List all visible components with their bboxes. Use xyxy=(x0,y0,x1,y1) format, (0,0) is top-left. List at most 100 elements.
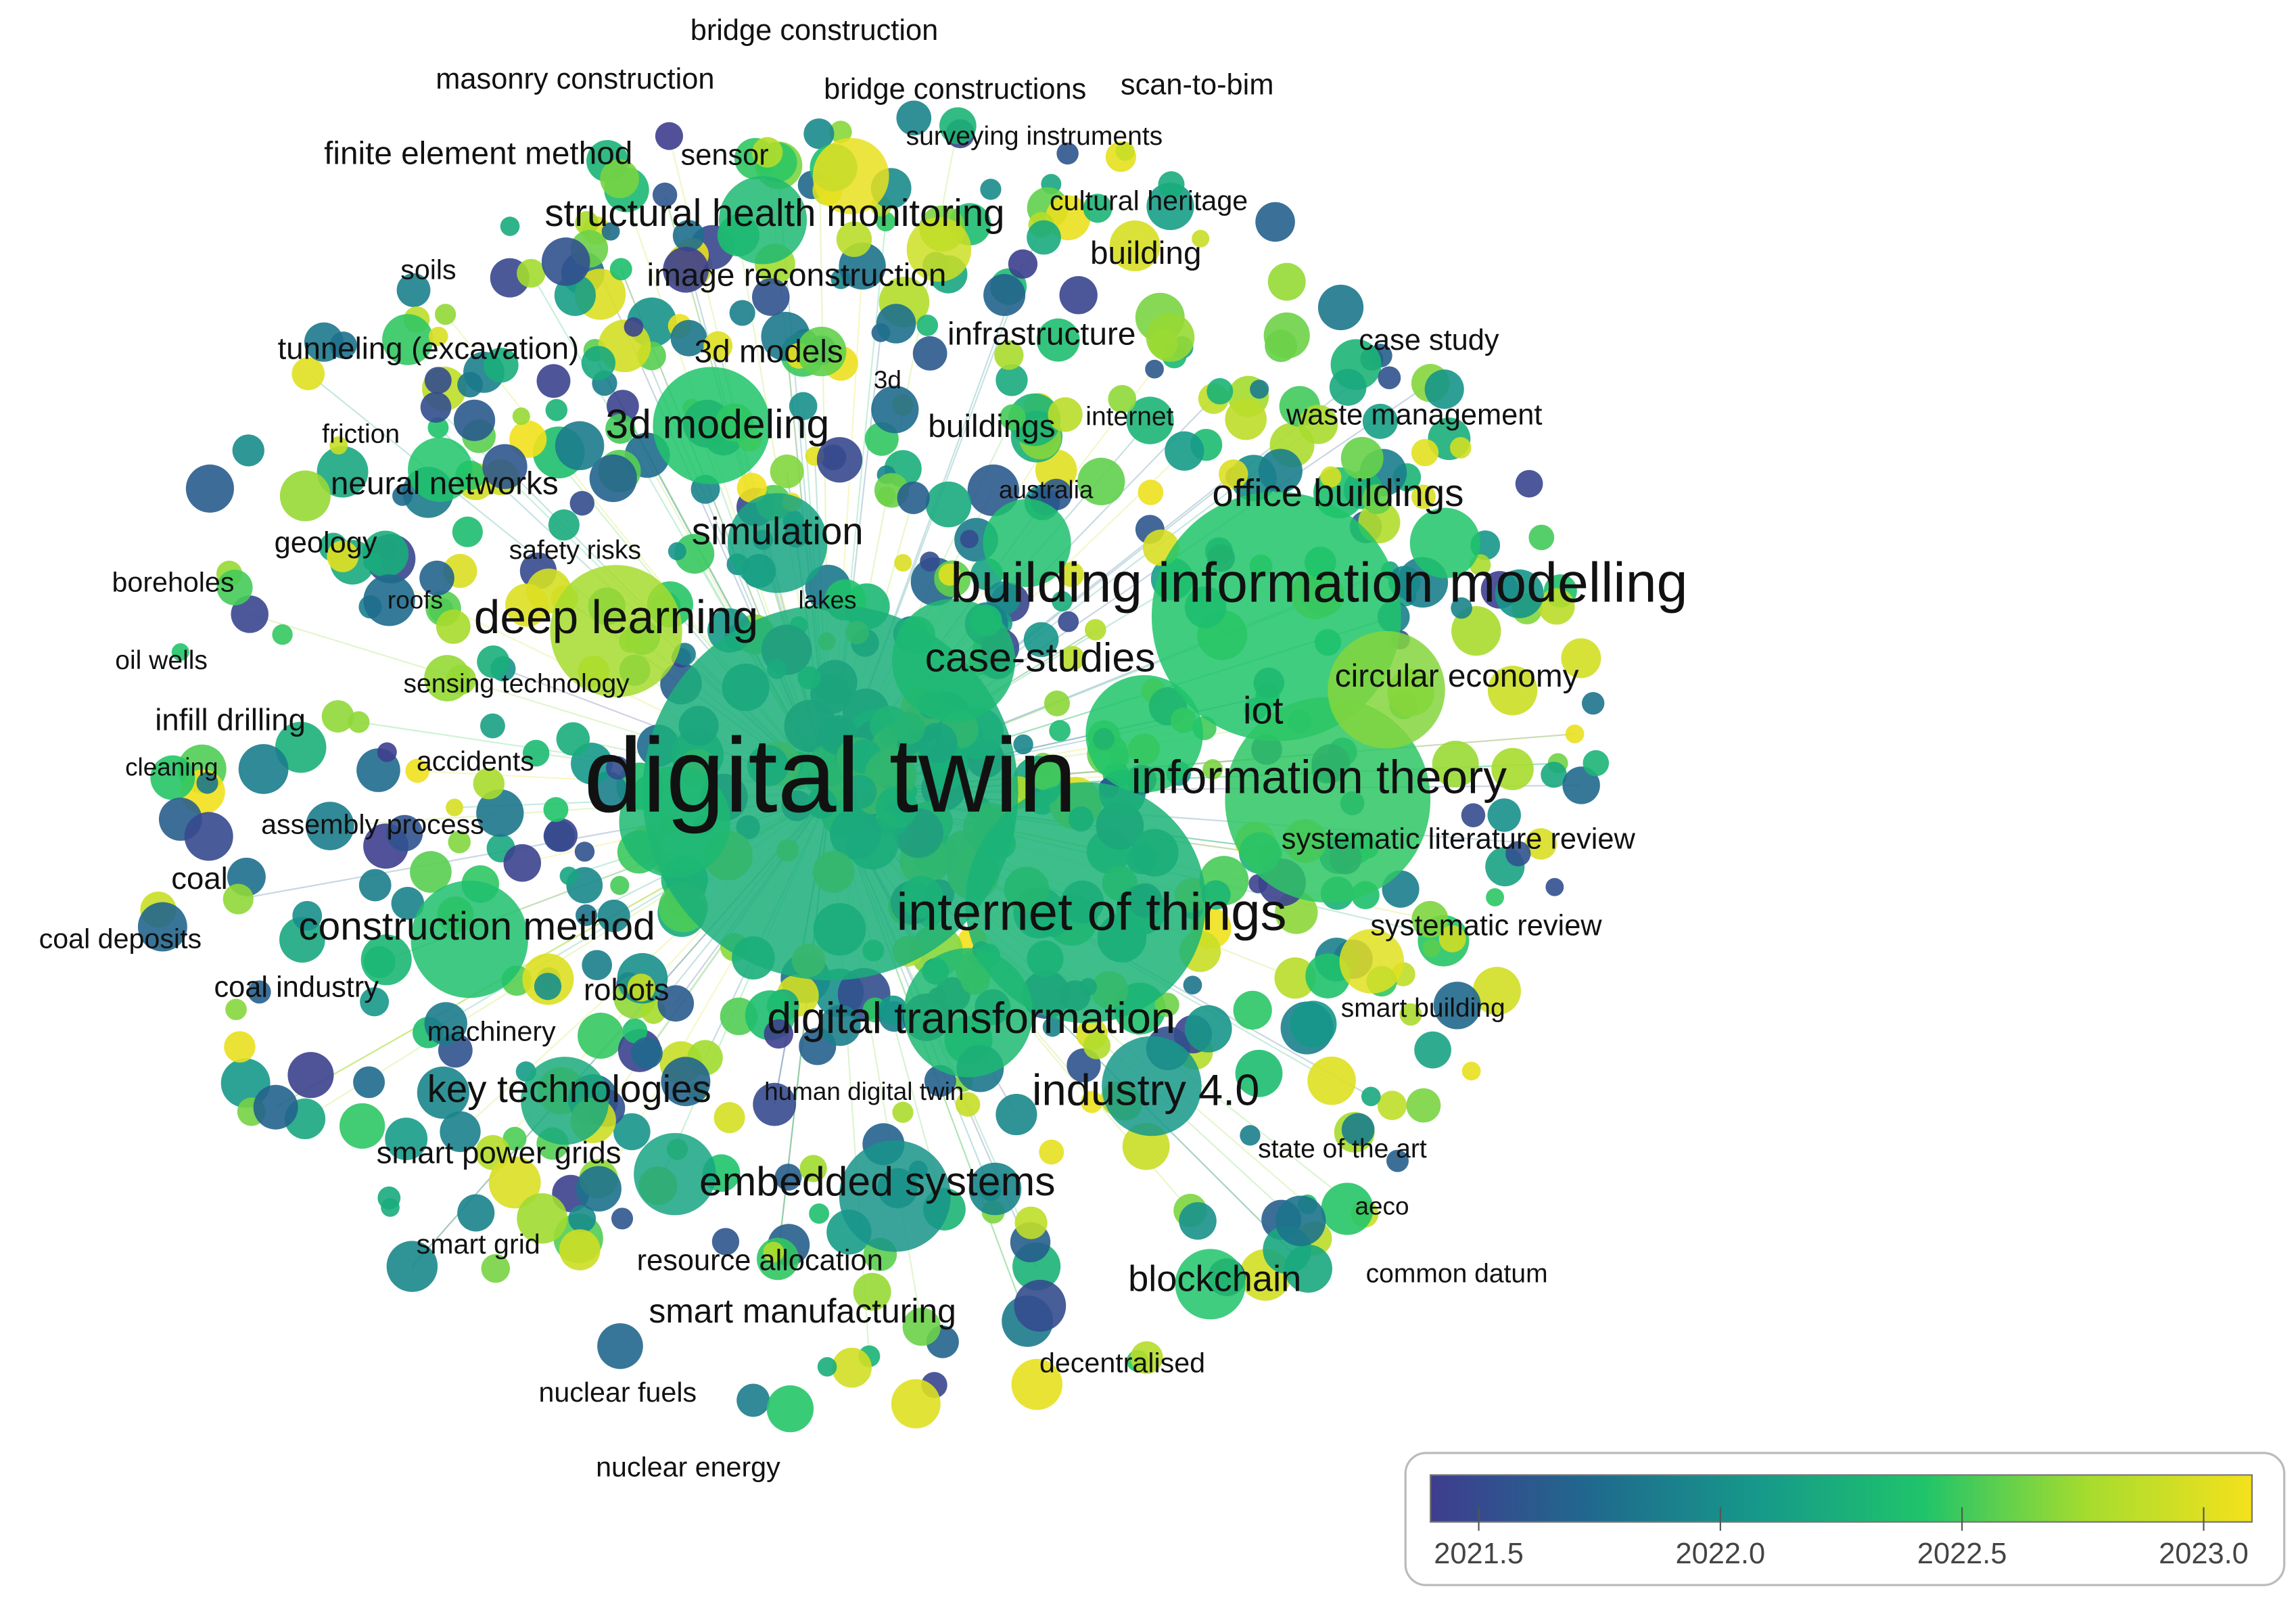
keyword-label: circular economy xyxy=(1335,658,1579,694)
keyword-label: scan-to-bim xyxy=(1121,68,1274,101)
keyword-bubble xyxy=(453,399,496,441)
keyword-bubble xyxy=(939,107,977,145)
keyword-bubble xyxy=(427,417,449,438)
keyword-label: resource allocation xyxy=(637,1244,883,1276)
keyword-bubble xyxy=(1487,666,1538,716)
keyword-label: building information modelling xyxy=(950,552,1687,614)
keyword-bubble xyxy=(613,1113,651,1151)
keyword-bubble xyxy=(225,998,247,1021)
keyword-bubble xyxy=(1562,766,1600,804)
keyword-bubble xyxy=(1008,249,1038,279)
keyword-bubble xyxy=(652,182,678,208)
keyword-bubble xyxy=(1011,1358,1063,1410)
keyword-bubble xyxy=(1433,982,1481,1030)
keyword-bubble xyxy=(894,554,912,572)
keyword-bubble xyxy=(348,711,370,733)
keyword-bubble xyxy=(1029,758,1062,791)
keyword-bubble xyxy=(703,331,733,361)
keyword-bubble xyxy=(291,357,325,390)
keyword-bubble xyxy=(568,1205,596,1233)
keyword-bubble xyxy=(1361,1086,1381,1107)
keyword-bubble xyxy=(1175,1249,1246,1320)
keyword-bubble xyxy=(1013,734,1033,755)
keyword-bubble xyxy=(317,446,369,498)
keyword-bubble xyxy=(329,331,357,359)
keyword-bubble xyxy=(1487,798,1521,832)
keyword-bubble xyxy=(171,643,189,661)
keyword-bubble xyxy=(1341,1113,1375,1146)
keyword-bubble xyxy=(576,904,598,926)
keyword-bubble xyxy=(803,118,835,150)
keyword-bubble xyxy=(1201,880,1231,910)
keyword-bubble xyxy=(216,570,253,605)
keyword-label: coal deposits xyxy=(39,923,202,954)
keyword-bubble xyxy=(832,1348,872,1388)
keyword-bubble xyxy=(853,1272,891,1311)
keyword-bubble xyxy=(1386,1149,1409,1172)
keyword-bubble xyxy=(1328,630,1445,749)
keyword-bubble xyxy=(1138,480,1164,505)
keyword-bubble xyxy=(534,972,562,1001)
keyword-label: construction method xyxy=(298,904,655,948)
keyword-bubble xyxy=(836,221,872,257)
keyword-bubble xyxy=(1362,403,1398,439)
keyword-label: coal xyxy=(171,861,228,896)
keyword-bubble xyxy=(1240,1125,1261,1146)
keyword-bubble xyxy=(231,595,268,633)
keyword-bubble xyxy=(980,179,1002,200)
keyword-bubble xyxy=(925,481,972,528)
keyword-bubble xyxy=(752,137,783,168)
keyword-bubble xyxy=(1049,720,1071,742)
keyword-bubble xyxy=(1154,992,1179,1017)
keyword-bubble xyxy=(434,304,456,325)
keyword-bubble xyxy=(912,336,947,371)
keyword-label: internet of things xyxy=(896,881,1286,941)
keyword-bubble xyxy=(503,844,542,882)
keyword-label: waste management xyxy=(1286,399,1543,432)
keyword-bubble xyxy=(611,1208,634,1230)
keyword-label: infrastructure xyxy=(947,316,1135,352)
keyword-bubble xyxy=(1158,171,1185,198)
keyword-bubble xyxy=(1438,925,1466,952)
keyword-label: systematic literature review xyxy=(1282,823,1636,856)
keyword-bubble xyxy=(1219,459,1248,489)
keyword-bubble xyxy=(541,237,590,286)
keyword-label: boreholes xyxy=(112,566,235,597)
keyword-label: 3d models xyxy=(695,334,843,369)
keyword-bubble xyxy=(1102,1036,1202,1136)
keyword-label: smart manufacturing xyxy=(649,1292,956,1330)
keyword-bubble xyxy=(1146,313,1195,362)
keyword-label: state of the art xyxy=(1258,1134,1427,1164)
keyword-bubble xyxy=(482,444,528,489)
keyword-bubble xyxy=(1317,284,1364,331)
keyword-bubble xyxy=(222,883,254,915)
keyword-bubble xyxy=(955,1092,981,1117)
keyword-bubble xyxy=(1406,1088,1441,1123)
keyword-bubble xyxy=(1183,975,1202,995)
keyword-bubble xyxy=(1077,457,1125,505)
color-tick-label: 2022.0 xyxy=(1676,1538,1766,1570)
keyword-bubble xyxy=(1036,318,1080,362)
keyword-bubble xyxy=(1329,369,1367,406)
keyword-bubble xyxy=(224,1031,256,1063)
keyword-bubble xyxy=(1225,697,1431,903)
keyword-bubble xyxy=(1233,990,1272,1030)
keyword-bubble xyxy=(1424,369,1464,409)
keyword-bubble xyxy=(713,1102,745,1134)
color-bar xyxy=(1430,1474,2253,1523)
keyword-bubble xyxy=(770,454,804,488)
keyword-bubble xyxy=(1083,1032,1111,1059)
keyword-bubble xyxy=(670,319,707,356)
keyword-bubble xyxy=(360,987,390,1017)
keyword-bubble xyxy=(327,540,359,572)
keyword-bubble xyxy=(419,560,454,596)
color-tick-label: 2022.5 xyxy=(1917,1538,2007,1570)
keyword-bubble xyxy=(502,1126,527,1151)
keyword-bubble xyxy=(1451,606,1501,656)
keyword-bubble xyxy=(766,1385,814,1433)
keyword-bubble xyxy=(1495,569,1544,618)
keyword-bubble xyxy=(581,346,616,380)
keyword-label: coal industry xyxy=(214,971,379,1004)
keyword-bubble xyxy=(1109,220,1161,271)
keyword-bubble xyxy=(729,300,755,326)
